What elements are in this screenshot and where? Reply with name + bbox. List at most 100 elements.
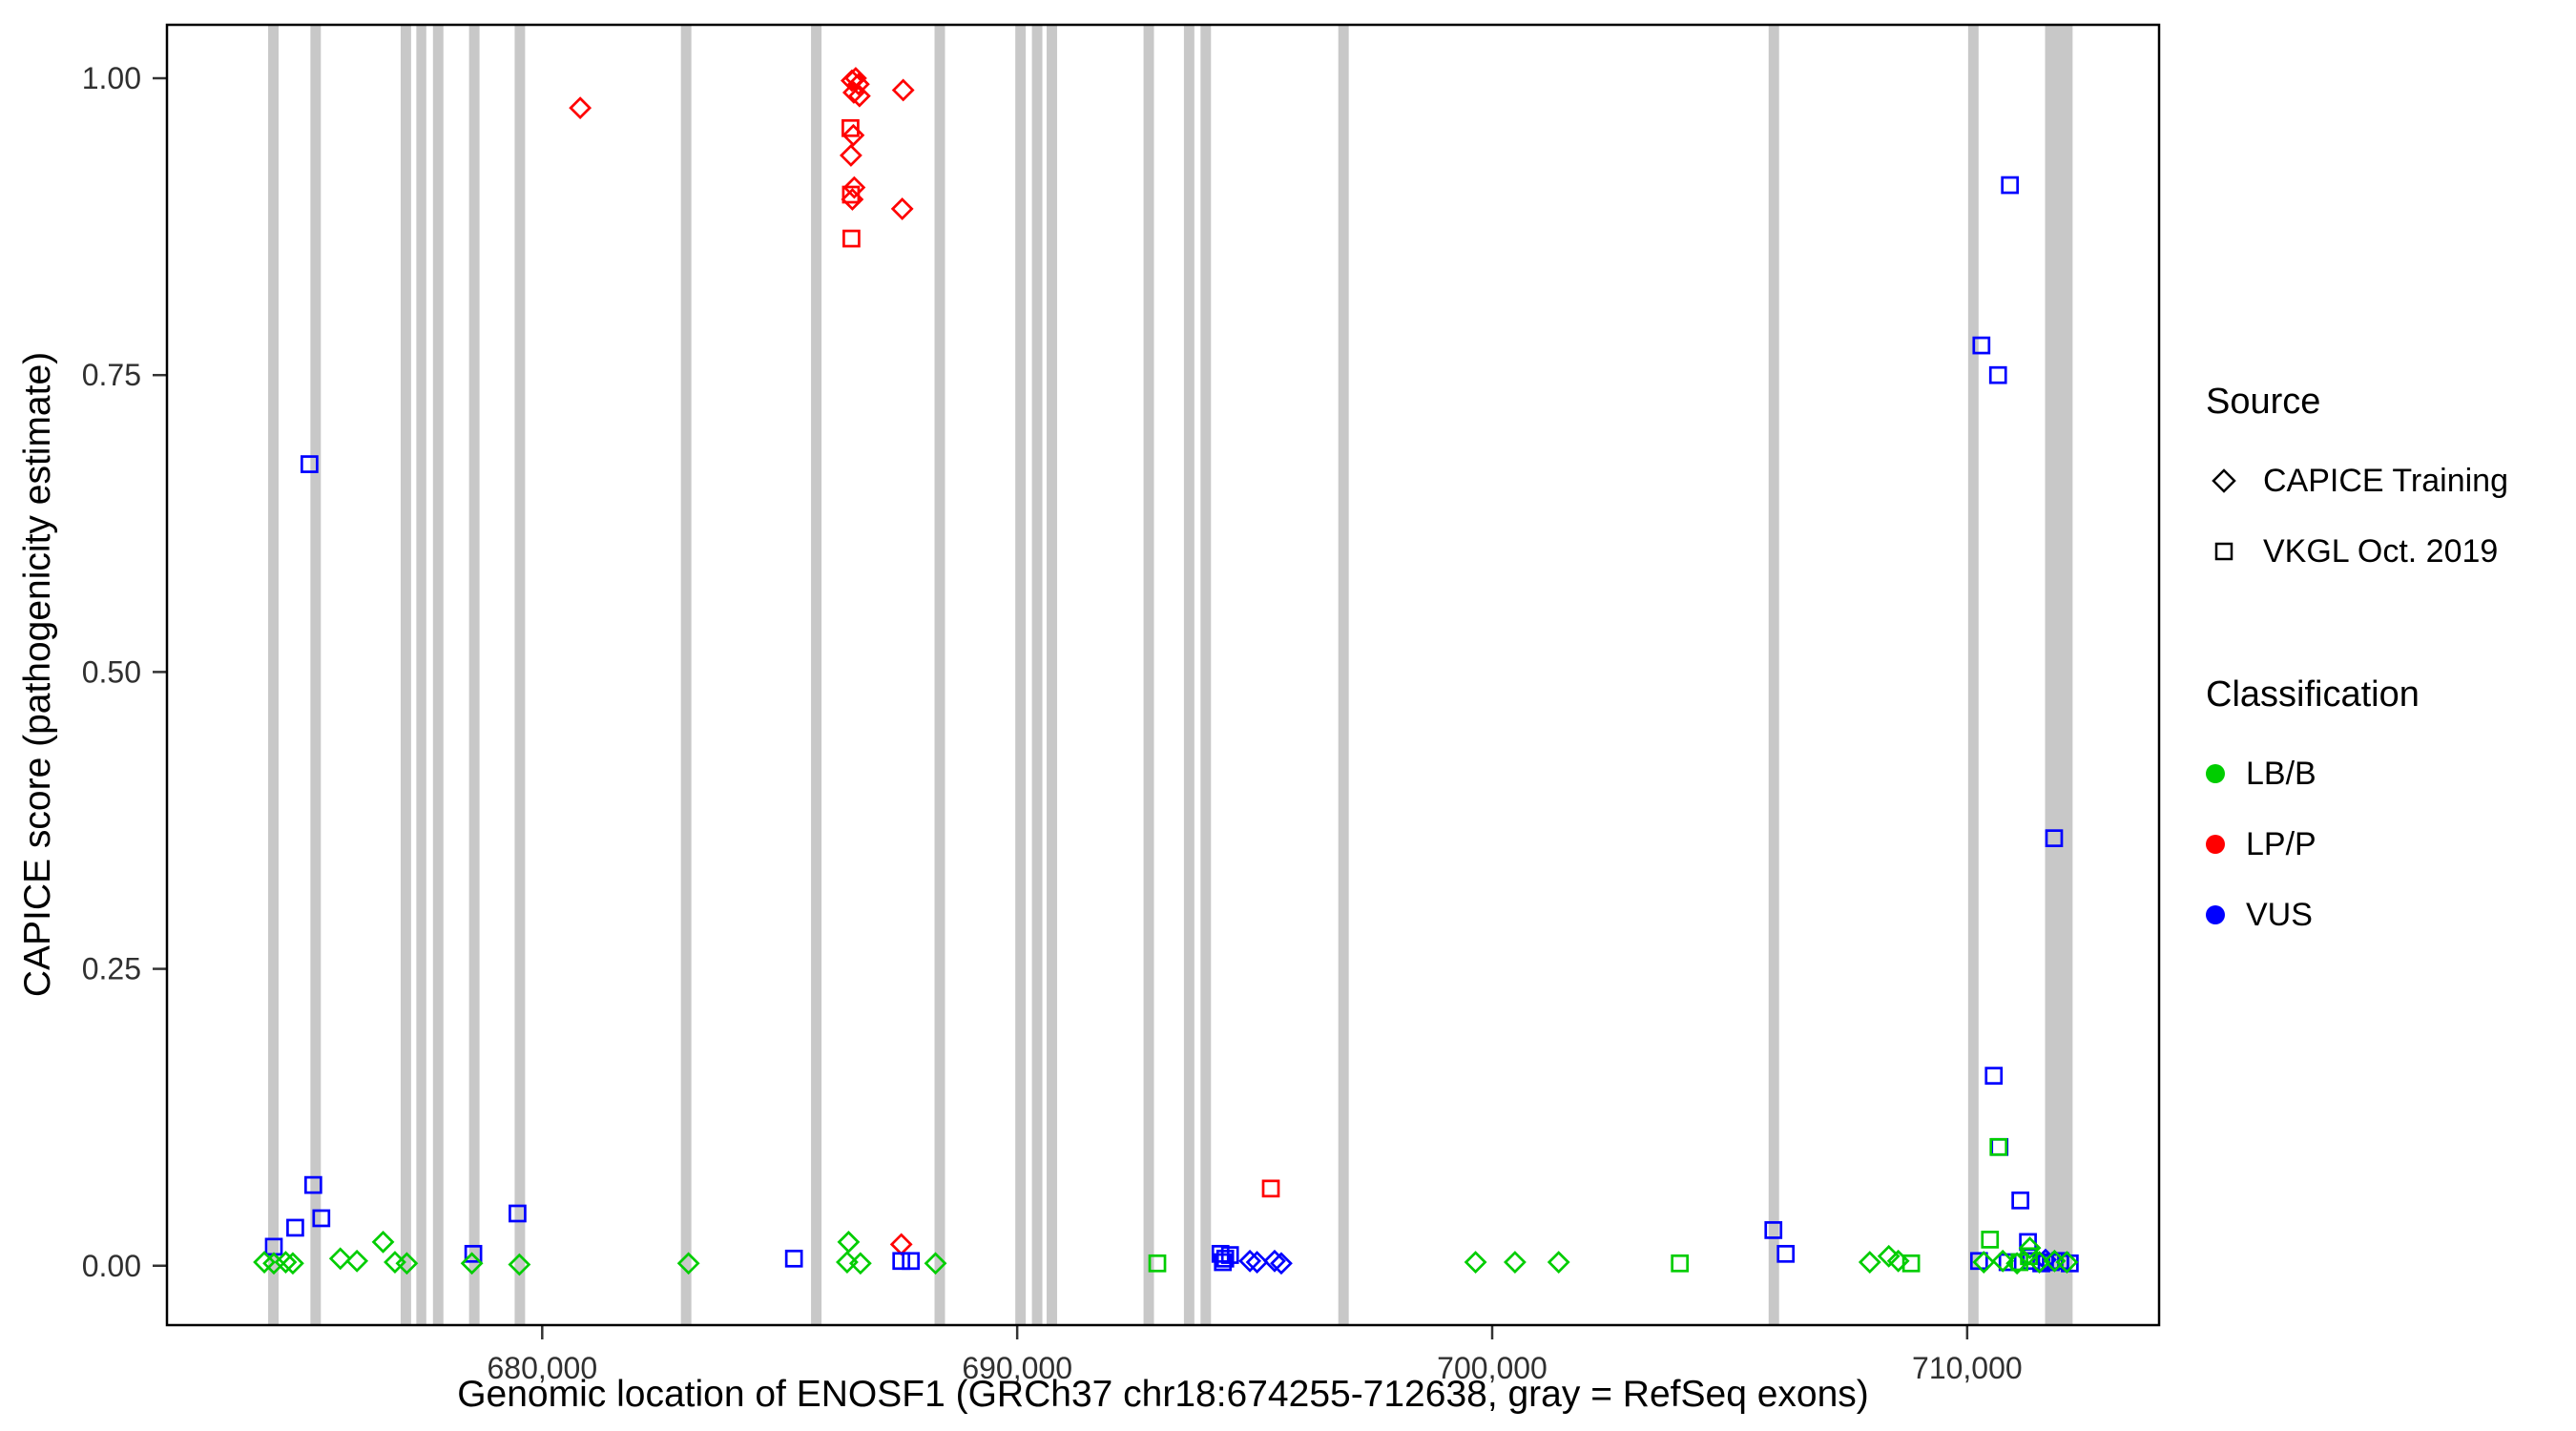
data-point-diamond	[2018, 1236, 2042, 1259]
data-point-square	[312, 1209, 331, 1228]
data-point-diamond	[924, 1252, 947, 1275]
data-point-square	[784, 1249, 803, 1268]
data-point-square	[1148, 1254, 1167, 1273]
data-point-diamond	[1547, 1251, 1570, 1274]
data-point-square	[1901, 1254, 1921, 1273]
data-point-diamond	[328, 1247, 352, 1271]
legend-source-title: Source	[2206, 382, 2321, 422]
data-point-square	[1261, 1179, 1280, 1198]
legend-dot-icon	[2206, 835, 2225, 854]
data-point-diamond	[395, 1252, 419, 1275]
legend-item-label: LB/B	[2246, 755, 2316, 792]
data-point-square	[2010, 1253, 2028, 1272]
legend-item-classification: LB/B	[2206, 738, 2508, 809]
y-tick-label: 1.00	[82, 61, 141, 95]
diamond-icon	[2212, 468, 2236, 493]
data-point-square	[842, 229, 861, 248]
data-point-diamond	[253, 1251, 276, 1274]
exon-bar	[514, 25, 526, 1325]
data-point-diamond	[345, 1249, 369, 1273]
exon-bar	[1967, 25, 1979, 1325]
data-point-square	[1764, 1221, 1783, 1239]
data-point-diamond	[841, 123, 865, 147]
x-axis-title: Genomic location of ENOSF1 (GRCh37 chr18…	[457, 1374, 1869, 1415]
exon-bar	[1768, 25, 1779, 1325]
data-point-square	[892, 1252, 911, 1271]
data-point-square	[303, 1175, 322, 1194]
plot-panel	[167, 25, 2159, 1325]
exon-bar	[934, 25, 945, 1325]
exon-bar	[400, 25, 411, 1325]
data-point-diamond	[891, 78, 915, 102]
data-point-diamond	[1972, 1251, 1996, 1274]
data-point-square	[902, 1252, 920, 1271]
data-point-diamond	[1263, 1249, 1286, 1273]
legend-item-classification: VUS	[2206, 880, 2508, 950]
data-point-diamond	[890, 197, 914, 220]
data-point-square	[2045, 829, 2064, 848]
y-tick-label: 0.00	[82, 1249, 141, 1283]
legend-item-source: CAPICE Training	[2206, 446, 2508, 516]
data-point-square	[1989, 1137, 2008, 1156]
legend-item-label: LP/P	[2246, 825, 2316, 862]
data-point-diamond	[840, 144, 862, 167]
data-point-diamond	[262, 1252, 285, 1275]
exon-bar	[268, 25, 279, 1325]
data-point-diamond	[371, 1230, 395, 1254]
data-point-square	[286, 1218, 304, 1237]
data-point-diamond	[274, 1251, 298, 1274]
exon-bar	[680, 25, 692, 1325]
data-point-square	[2020, 1247, 2038, 1266]
panel-border	[165, 23, 2161, 1327]
legend: Source CAPICE Training VKGL Oct. 2019 Cla…	[2206, 382, 2508, 950]
x-tick-label: 680,000	[487, 1351, 597, 1385]
data-point-square	[1215, 1249, 1235, 1268]
data-point-diamond	[1858, 1251, 1881, 1274]
data-point-diamond	[837, 1230, 861, 1254]
data-point-diamond	[843, 67, 867, 90]
data-point-square	[1984, 1067, 2004, 1085]
exon-bar	[1143, 25, 1154, 1325]
legend-item-label: VKGL Oct. 2019	[2263, 532, 2499, 570]
legend-classification-title: Classification	[2206, 674, 2420, 715]
exon-bar	[1047, 25, 1057, 1325]
data-point-square	[2011, 1191, 2029, 1210]
exon-bar	[2045, 25, 2073, 1325]
x-tick-label: 710,000	[1912, 1351, 2023, 1385]
legend-item-classification: LP/P	[2206, 809, 2508, 880]
data-point-diamond	[848, 1252, 872, 1275]
data-point-diamond	[1245, 1251, 1269, 1274]
data-point-square	[301, 455, 319, 473]
legend-item-label: VUS	[2246, 896, 2313, 933]
exon-bar	[1200, 25, 1212, 1325]
y-tick-label: 0.50	[82, 654, 141, 689]
data-point-diamond	[676, 1252, 700, 1275]
exon-bar	[468, 25, 480, 1325]
data-point-square	[464, 1244, 483, 1263]
legend-classification-items: LB/B LP/P VUS	[2206, 738, 2508, 950]
legend-dot-icon	[2206, 764, 2225, 783]
data-point-square	[1671, 1254, 1690, 1273]
data-point-square	[1972, 336, 1991, 355]
exon-bar	[1183, 25, 1195, 1325]
data-point-square	[841, 185, 861, 204]
data-point-square	[509, 1204, 527, 1223]
exon-bar	[811, 25, 822, 1325]
exon-bar	[1338, 25, 1349, 1325]
exon-bar	[1031, 25, 1043, 1325]
data-point-diamond	[508, 1253, 531, 1276]
data-point-square	[1981, 1231, 2000, 1249]
y-tick-label: 0.25	[82, 952, 141, 986]
data-point-diamond	[1270, 1252, 1293, 1275]
data-point-diamond	[847, 84, 871, 108]
scatter-plot: 0.00 0.25 0.50 0.75 1.00 680,000 690,000 700,00…	[82, 23, 2161, 1385]
data-point-square	[1988, 365, 2007, 384]
data-point-diamond	[1504, 1251, 1527, 1274]
legend-source-items: CAPICE Training VKGL Oct. 2019	[2206, 446, 2508, 587]
data-point-square	[841, 118, 860, 137]
x-tick-label: 700,000	[1437, 1351, 1548, 1385]
exon-bar	[1015, 25, 1027, 1325]
data-point-diamond	[1991, 1249, 2015, 1273]
data-point-diamond	[1238, 1249, 1262, 1273]
